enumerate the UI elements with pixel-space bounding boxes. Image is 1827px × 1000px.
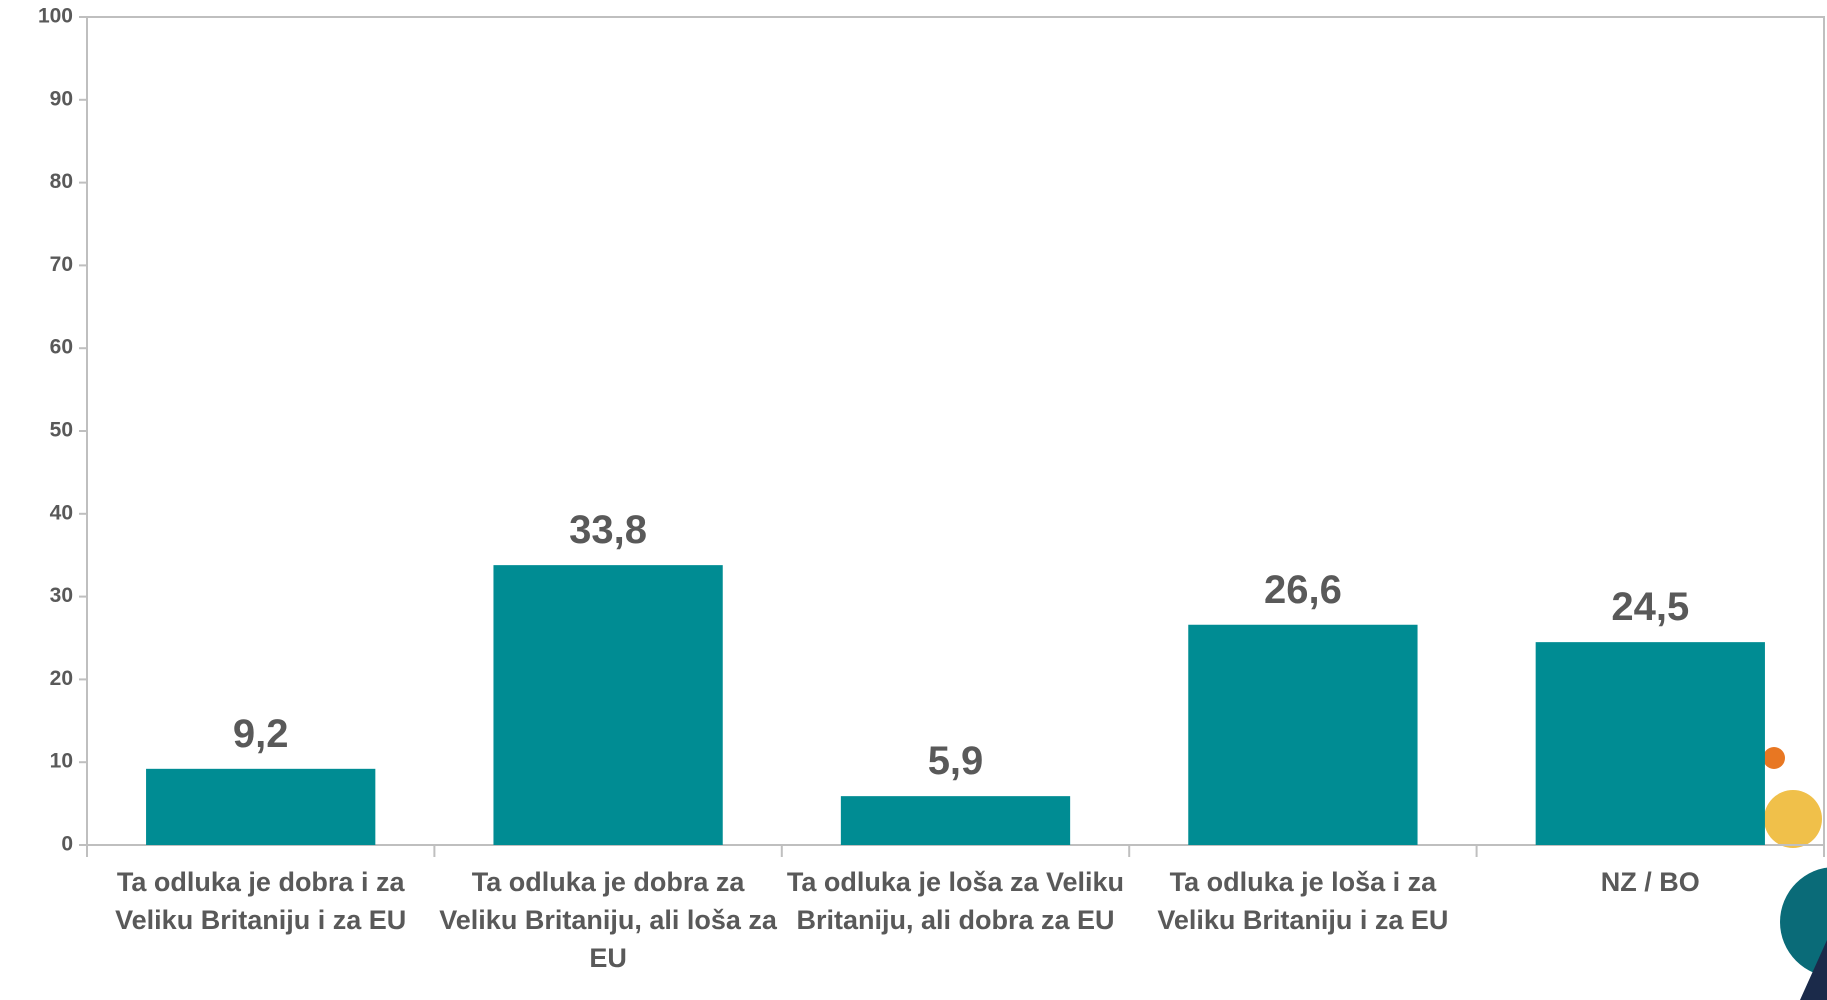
value-label: 24,5 bbox=[1611, 585, 1689, 629]
value-label: 5,9 bbox=[928, 739, 984, 783]
x-tick-label: Ta odluka je loša i za Veliku Britaniju … bbox=[1157, 867, 1449, 935]
y-tick-label: 10 bbox=[50, 750, 73, 773]
y-tick-label: 20 bbox=[50, 667, 73, 690]
value-label: 26,6 bbox=[1264, 568, 1342, 612]
y-tick-label: 30 bbox=[50, 584, 73, 607]
x-tick-label: Ta odluka je dobra za Veliku Britaniju, … bbox=[439, 867, 777, 973]
x-tick-label: Ta odluka je dobra i za Veliku Britaniju… bbox=[115, 867, 407, 935]
y-tick-label: 60 bbox=[50, 336, 73, 359]
decor-dot bbox=[1763, 747, 1785, 769]
y-tick-label: 90 bbox=[50, 87, 73, 110]
x-tick-label: Ta odluka je loša za Veliku Britaniju, a… bbox=[786, 867, 1125, 935]
decor-circle bbox=[1780, 867, 1827, 977]
decor-circle bbox=[1764, 790, 1822, 848]
y-tick-label: 80 bbox=[50, 170, 73, 193]
x-tick-label: NZ / BO bbox=[1600, 867, 1700, 897]
y-tick-label: 40 bbox=[50, 501, 73, 524]
y-tick-label: 100 bbox=[38, 5, 73, 28]
y-tick-label: 70 bbox=[50, 253, 73, 276]
bar bbox=[146, 768, 376, 845]
bar bbox=[1535, 642, 1765, 845]
value-label: 33,8 bbox=[569, 508, 647, 552]
bar bbox=[840, 796, 1071, 845]
bar bbox=[493, 565, 723, 845]
y-tick-label: 0 bbox=[61, 833, 73, 856]
value-label: 9,2 bbox=[233, 712, 289, 756]
y-tick-label: 50 bbox=[50, 419, 73, 442]
bar bbox=[1188, 624, 1418, 845]
decor-shape bbox=[1800, 940, 1827, 1000]
